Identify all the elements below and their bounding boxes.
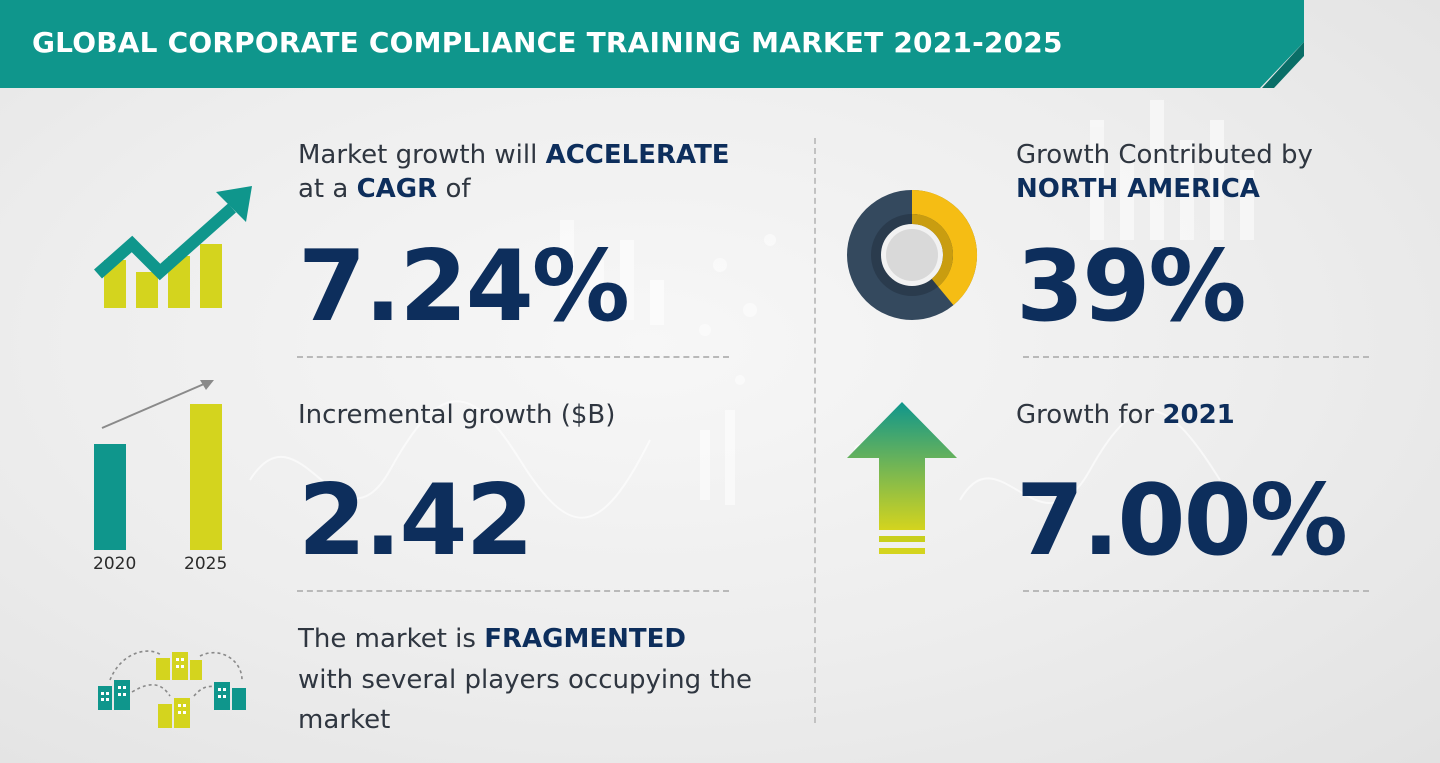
fragmented-label: FRAGMENTED	[484, 624, 686, 654]
cagr-value: 7.24%	[298, 230, 630, 344]
divider-cagr	[297, 356, 729, 358]
cagr-line-2: at a CAGR of	[298, 172, 471, 206]
yoy-label-text: Growth for	[1016, 400, 1155, 430]
buildings-network-icon	[98, 650, 246, 728]
cagr-line-1-text: Market growth will	[298, 140, 538, 170]
column-divider	[814, 138, 816, 723]
fragmented-line-1-text: The market is	[298, 624, 476, 654]
cagr-line-2-suffix: of	[445, 174, 471, 204]
incremental-value: 2.42	[298, 464, 534, 578]
year-end-label: 2025	[184, 554, 228, 574]
fragmented-line-2: with several players occupying the	[298, 665, 753, 695]
divider-yoy	[1023, 590, 1369, 592]
region-line-2: NORTH AMERICA	[1016, 172, 1260, 206]
growth-chart-icon	[94, 186, 252, 308]
yoy-value: 7.00%	[1016, 464, 1348, 578]
page-title: GLOBAL CORPORATE COMPLIANCE TRAINING MAR…	[32, 26, 1063, 59]
year-start-label: 2020	[93, 554, 137, 574]
donut-share-inner-segment	[911, 214, 953, 287]
cagr-line-2-prefix: at a	[298, 174, 349, 204]
cagr-label: CAGR	[356, 174, 438, 204]
donut-chart-icon	[847, 190, 977, 320]
region-line-1: Growth Contributed by	[1016, 140, 1313, 170]
fragmented-line-3: market	[298, 705, 391, 735]
incremental-label: Incremental growth ($B)	[298, 400, 616, 430]
cagr-accelerate-label: ACCELERATE	[545, 140, 730, 170]
region-name: NORTH AMERICA	[1016, 174, 1260, 204]
yoy-year: 2021	[1162, 400, 1235, 430]
cagr-line-1: Market growth will ACCELERATE	[298, 138, 730, 172]
fragmented-line-1: The market is FRAGMENTED	[298, 622, 686, 656]
up-arrow-icon	[847, 402, 957, 554]
region-value: 39%	[1016, 230, 1247, 344]
bar-comparison-icon	[94, 380, 222, 550]
divider-incremental	[297, 590, 729, 592]
yoy-label: Growth for 2021	[1016, 398, 1235, 432]
header-banner	[0, 0, 1304, 88]
donut-share-segment	[911, 190, 977, 306]
divider-region	[1023, 356, 1369, 358]
